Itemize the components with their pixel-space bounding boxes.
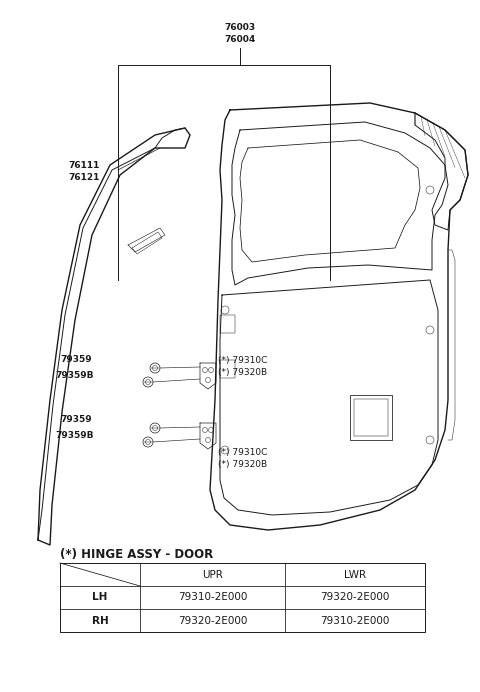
Text: 79359: 79359	[60, 356, 92, 365]
Text: UPR: UPR	[202, 570, 223, 579]
Text: 79359B: 79359B	[55, 370, 94, 379]
Bar	[220, 360, 235, 378]
Text: 76111: 76111	[68, 161, 99, 170]
Bar	[220, 315, 235, 333]
Text: (*) 79310C: (*) 79310C	[218, 356, 267, 365]
Bar	[60, 563, 425, 632]
Text: (*) 79310C: (*) 79310C	[218, 448, 267, 457]
Bar	[354, 399, 388, 436]
Text: 76121: 76121	[68, 172, 99, 181]
Text: (*) 79320B: (*) 79320B	[218, 459, 267, 468]
Text: 76003: 76003	[225, 24, 255, 33]
Text: (*) HINGE ASSY - DOOR: (*) HINGE ASSY - DOOR	[60, 548, 213, 561]
Text: LWR: LWR	[344, 570, 366, 579]
Text: 79359: 79359	[60, 415, 92, 424]
Bar	[350, 395, 392, 440]
Text: LH: LH	[92, 592, 108, 603]
Text: 79310-2E000: 79310-2E000	[320, 615, 390, 626]
Text: 79359B: 79359B	[55, 430, 94, 439]
Text: 79310-2E000: 79310-2E000	[178, 592, 247, 603]
Text: (*) 79320B: (*) 79320B	[218, 367, 267, 376]
Text: 79320-2E000: 79320-2E000	[320, 592, 390, 603]
Text: 79320-2E000: 79320-2E000	[178, 615, 247, 626]
Text: 76004: 76004	[224, 35, 256, 44]
Text: RH: RH	[92, 615, 108, 626]
